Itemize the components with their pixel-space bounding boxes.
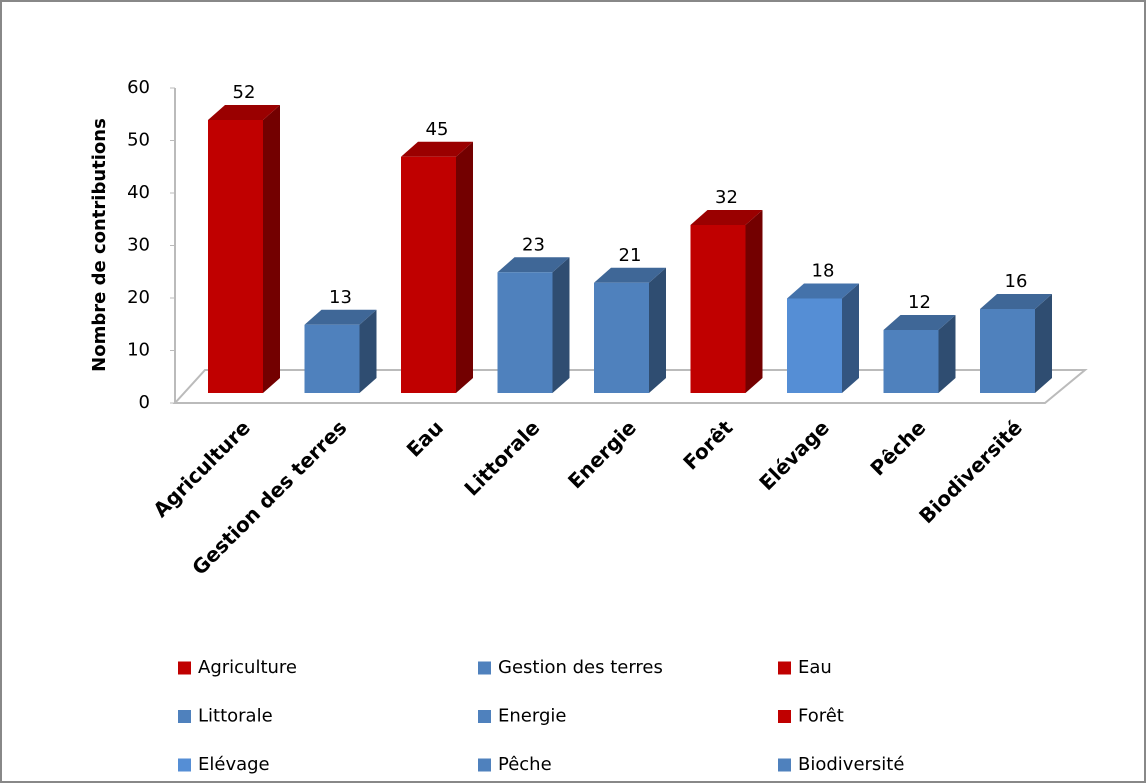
legend-swatch [178, 710, 191, 723]
floor [172, 369, 1088, 404]
bar-top [594, 267, 666, 283]
legend-swatch [478, 710, 491, 723]
bar-top [304, 309, 377, 325]
data-label: 13 [329, 287, 352, 308]
bar [787, 298, 842, 393]
legend-label: Energie [498, 706, 566, 727]
bar-side [359, 309, 377, 393]
legend-swatch [478, 758, 491, 772]
legend-label: Agriculture [198, 657, 297, 678]
legend-label: Biodiversité [798, 754, 904, 775]
legend-label: Elévage [198, 754, 270, 775]
data-label: 21 [619, 245, 642, 266]
bar-top [883, 315, 956, 330]
y-tick-label: 20 [127, 287, 150, 308]
legend-swatch [178, 758, 191, 772]
y-axis-title: Nombre de contributions [89, 118, 110, 372]
y-tick-label: 10 [127, 340, 150, 361]
bar [690, 225, 746, 393]
y-tick-label: 30 [127, 235, 150, 256]
data-label: 18 [812, 261, 835, 282]
y-tick-label: 0 [139, 392, 150, 413]
bar-top [690, 210, 763, 225]
legend-label: Gestion des terres [498, 657, 663, 678]
legend-swatch [478, 661, 491, 675]
bar [497, 272, 553, 393]
bar-side [552, 257, 570, 393]
bar-top [401, 141, 473, 157]
bar [883, 330, 939, 393]
legend-swatch [778, 710, 791, 723]
y-tick-label: 40 [127, 182, 150, 203]
data-label: 16 [1005, 271, 1028, 292]
y-tick-label: 50 [127, 130, 150, 151]
data-label: 32 [715, 187, 738, 208]
bar [304, 324, 360, 393]
bar-side [745, 210, 763, 393]
data-label: 12 [908, 292, 931, 313]
bar-side [1035, 294, 1052, 393]
bar-side [649, 267, 666, 393]
bar-side [456, 141, 473, 393]
data-label: 23 [522, 234, 545, 255]
legend-swatch [778, 758, 791, 772]
legend-label: Forêt [798, 706, 844, 727]
data-label: 52 [233, 82, 256, 103]
legend-swatch [178, 661, 191, 675]
bar-side [263, 105, 280, 393]
bar-side [938, 315, 956, 393]
legend-label: Pêche [498, 754, 552, 775]
bar [980, 309, 1035, 393]
bar-top [208, 105, 280, 120]
bar [594, 282, 649, 393]
bar [401, 156, 456, 393]
bar-top [787, 283, 859, 299]
legend-label: Eau [798, 657, 832, 678]
bar [208, 120, 263, 393]
legend-label: Littorale [198, 706, 273, 727]
bar-top [497, 257, 570, 273]
y-tick-label: 60 [127, 77, 150, 98]
legend-swatch [778, 661, 791, 675]
bar-side [842, 283, 859, 393]
data-label: 45 [426, 119, 449, 140]
bar-top [980, 294, 1052, 309]
